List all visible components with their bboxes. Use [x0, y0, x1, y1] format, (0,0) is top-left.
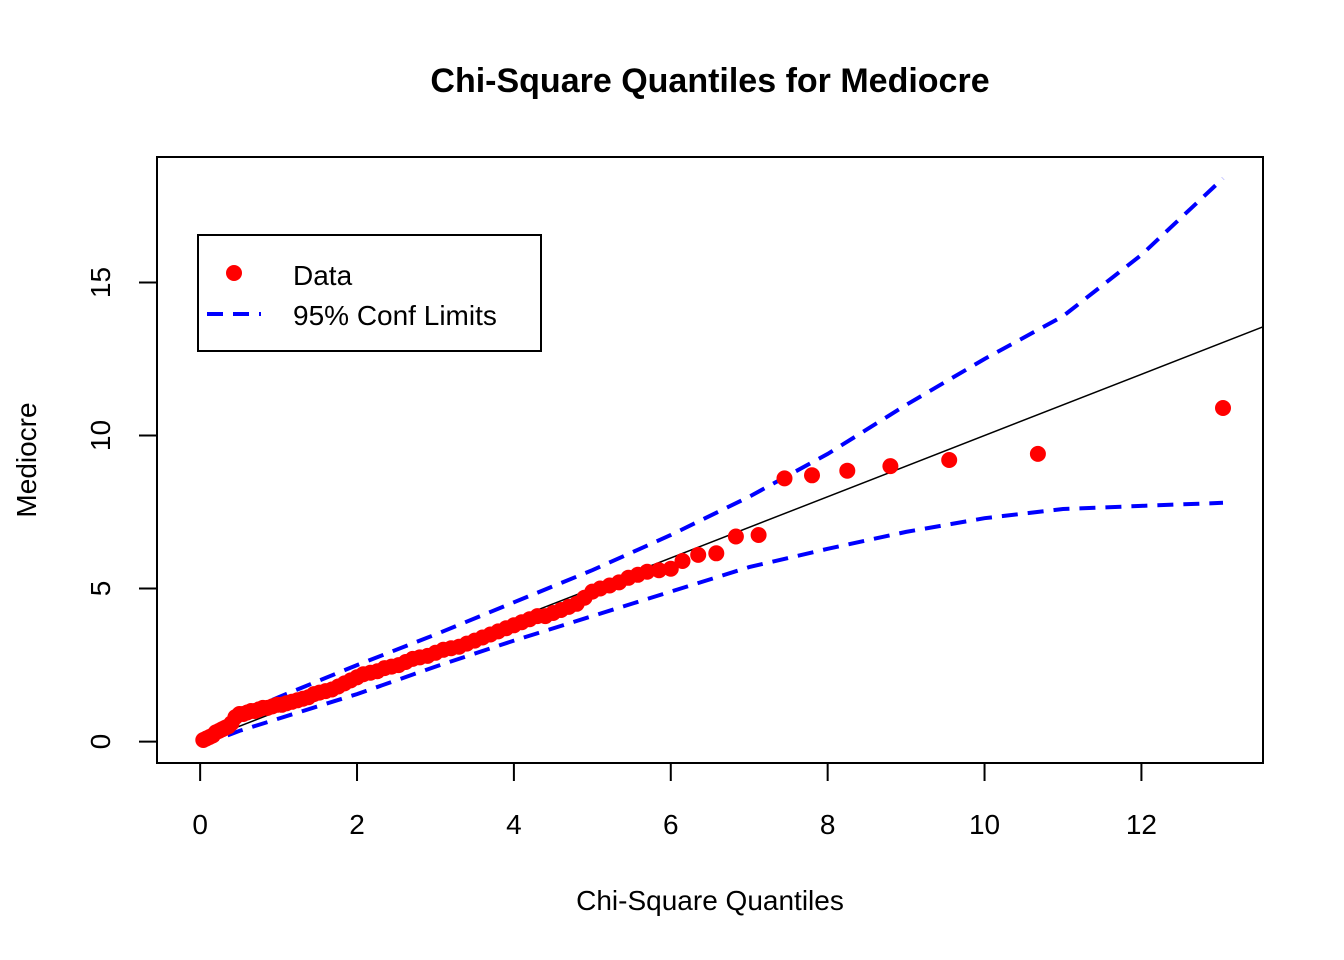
y-tick-label: 0: [85, 734, 116, 750]
y-axis: 0 5 10 15: [85, 267, 158, 750]
data-point: [651, 562, 667, 579]
y-axis-label: Mediocre: [11, 402, 42, 517]
data-point: [1215, 400, 1231, 416]
data-point: [804, 467, 820, 484]
data-point: [674, 553, 691, 569]
legend-label-conf-limits: 95% Conf Limits: [293, 300, 497, 331]
x-axis-label: Chi-Square Quantiles: [576, 885, 844, 916]
legend: Data 95% Conf Limits: [197, 234, 542, 352]
data-point: [639, 563, 656, 580]
y-tick-label: 5: [85, 581, 116, 597]
data-point: [882, 458, 899, 475]
data-point: [690, 546, 707, 563]
legend-label-data: Data: [293, 260, 353, 291]
conf-limit-line-1: [202, 176, 1225, 738]
data-point: [708, 545, 725, 562]
data-point: [941, 452, 958, 468]
y-tick-label: 15: [85, 267, 116, 298]
data-point: [839, 462, 856, 479]
conf-limit-line-2: [202, 500, 1224, 747]
x-tick-label: 10: [969, 809, 1000, 840]
x-tick-label: 0: [192, 809, 208, 840]
data-point: [727, 528, 744, 545]
x-tick-label: 2: [349, 809, 365, 840]
data-point: [776, 470, 793, 487]
x-tick-label: 12: [1126, 809, 1157, 840]
plot-area: [195, 176, 1264, 748]
y-tick-label: 10: [85, 420, 116, 451]
chart-title: Chi-Square Quantiles for Mediocre: [430, 62, 989, 100]
data-point: [662, 560, 679, 577]
x-tick-label: 8: [820, 809, 836, 840]
data-point: [750, 527, 767, 543]
legend-box: [197, 234, 542, 352]
x-axis: 0 2 4 6 8 10 12: [192, 762, 1157, 840]
legend-data-marker: [226, 265, 242, 281]
x-tick-label: 4: [506, 809, 522, 840]
x-tick-label: 6: [663, 809, 679, 840]
data-point: [1029, 445, 1046, 462]
